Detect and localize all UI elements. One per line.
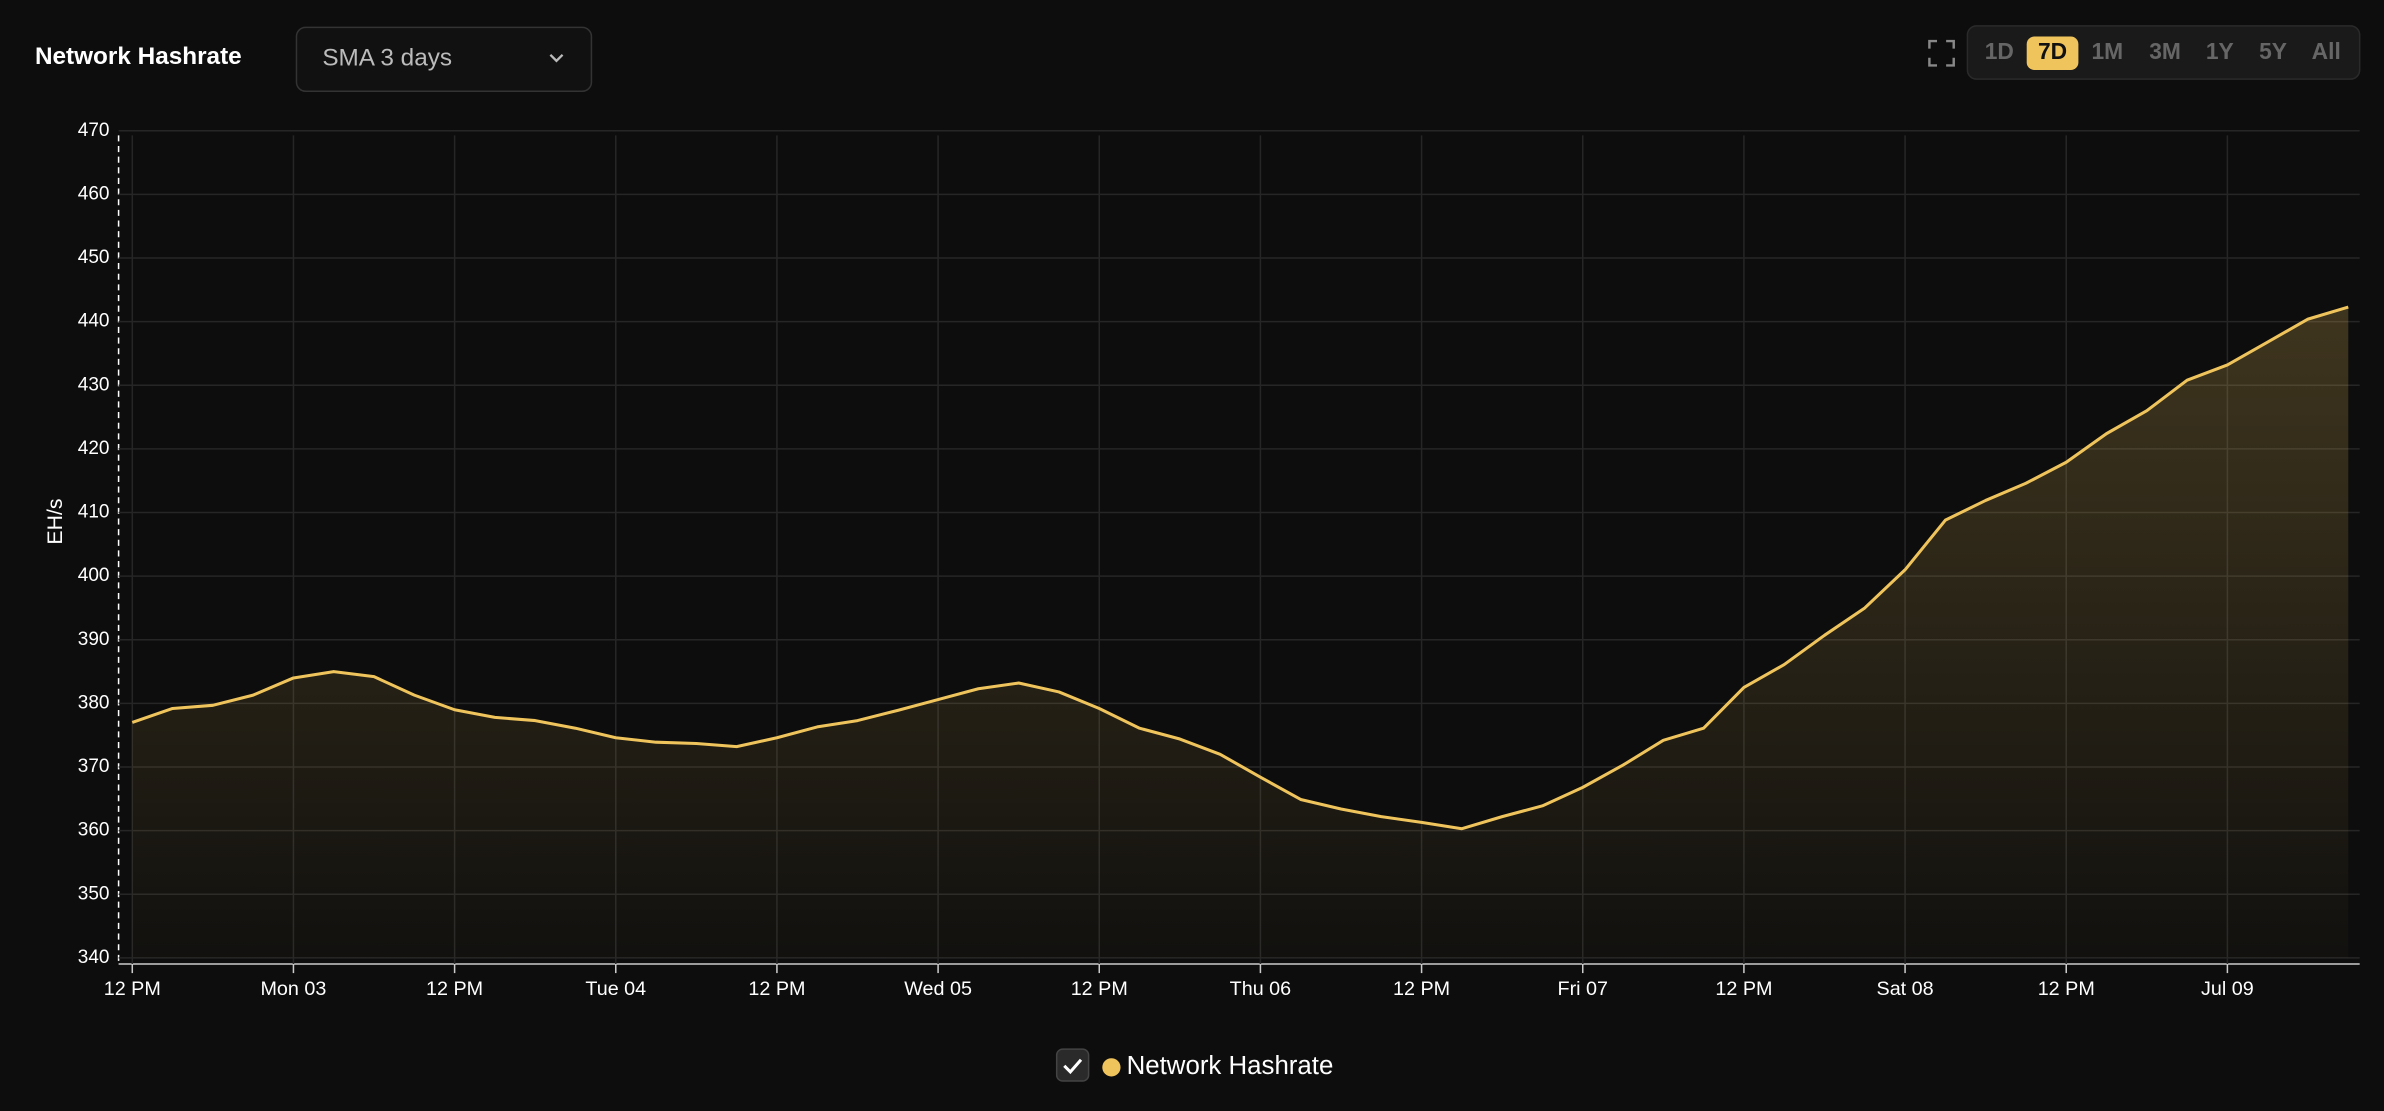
- range-button[interactable]: 7D: [2038, 38, 2067, 64]
- y-axis-label: EH/s: [43, 498, 67, 544]
- range-button[interactable]: 5Y: [2259, 38, 2287, 64]
- range-button[interactable]: 1Y: [2206, 38, 2234, 64]
- range-button[interactable]: All: [2312, 38, 2341, 64]
- y-tick-label: 410: [78, 502, 110, 523]
- range-button[interactable]: 1M: [2091, 38, 2123, 64]
- x-tick-label: 12 PM: [1071, 978, 1128, 1000]
- x-tick-label: Sat 08: [1877, 978, 1934, 1000]
- legend-checkbox[interactable]: [1055, 1048, 1090, 1082]
- y-tick-label: 400: [78, 565, 110, 586]
- fullscreen-icon[interactable]: [1928, 39, 1955, 67]
- y-tick-label: 390: [78, 629, 110, 650]
- x-tick-label: 12 PM: [748, 978, 805, 1000]
- x-tick-label: Thu 06: [1230, 978, 1292, 1000]
- legend-marker: [1102, 1058, 1121, 1077]
- y-tick-label: 470: [78, 120, 110, 141]
- y-tick-label: 380: [78, 692, 110, 713]
- dropdown-chevron: [549, 53, 564, 63]
- line: [131, 305, 2349, 831]
- x-tick-label: Fri 07: [1558, 978, 1608, 1000]
- range-button[interactable]: 3M: [2149, 38, 2181, 64]
- x-tick-label: 12 PM: [2038, 978, 2095, 1000]
- y-tick-label: 460: [78, 183, 110, 204]
- x-tick-label: 12 PM: [104, 978, 161, 1000]
- y-tick-label: 350: [78, 883, 110, 904]
- y-tick-label: 360: [78, 820, 110, 841]
- x-tick-label: Jul 09: [2201, 978, 2254, 1000]
- check: [1063, 1058, 1083, 1075]
- area: [132, 307, 2349, 958]
- x-tick-label: Tue 04: [585, 978, 646, 1000]
- dropdown-label: SMA 3 days: [322, 45, 452, 72]
- y-tick-label: 450: [78, 247, 110, 268]
- range-active-bg: [2026, 36, 2079, 70]
- x-tick-label: Mon 03: [260, 978, 326, 1000]
- x-tick-label: 12 PM: [1393, 978, 1450, 1000]
- x-tick-label: 12 PM: [1715, 978, 1772, 1000]
- y-tick-label: 340: [78, 947, 110, 968]
- x-tick-label: Wed 05: [904, 978, 972, 1000]
- y-tick-label: 430: [78, 374, 110, 395]
- range-button[interactable]: 1D: [1985, 38, 2014, 64]
- y-tick-label: 370: [78, 756, 110, 777]
- dropdown[interactable]: [295, 26, 593, 93]
- legend-label[interactable]: Network Hashrate: [1127, 1052, 1334, 1080]
- y-tick-label: 420: [78, 438, 110, 459]
- x-tick-label: 12 PM: [426, 978, 483, 1000]
- title: Network Hashrate: [35, 43, 242, 70]
- y-tick-label: 440: [78, 311, 110, 332]
